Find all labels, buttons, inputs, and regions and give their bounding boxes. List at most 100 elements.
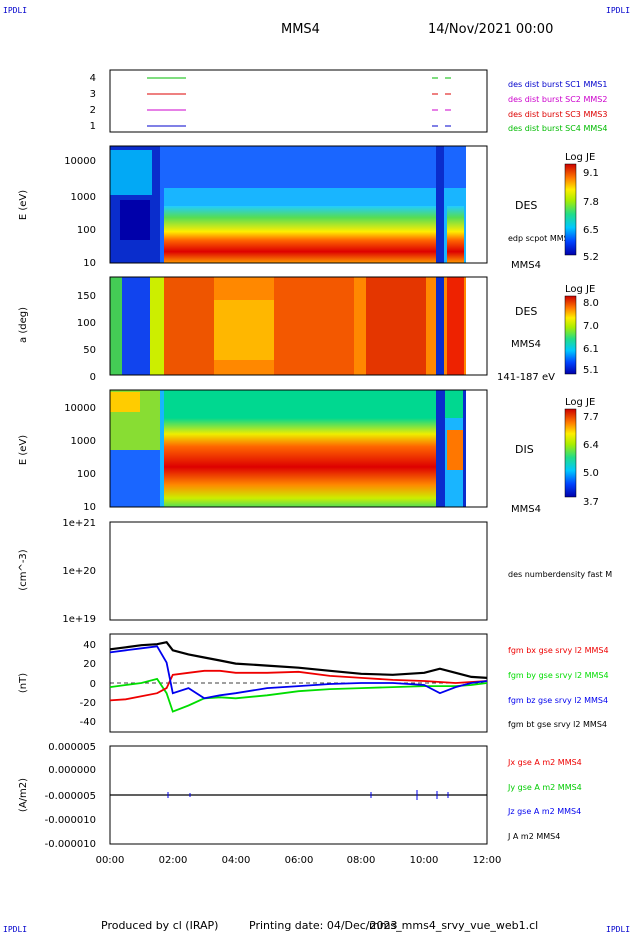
x-tick-0800: 08:00 [347, 855, 376, 866]
dis-energy-ytick-10000: 10000 [64, 403, 96, 414]
dis-energy-colorbar-title: Log JE [565, 397, 595, 408]
density-ytick-2: 1e+20 [62, 566, 96, 577]
dis-energy-frame [109, 389, 488, 508]
magnetic-field-ytick-minus40: -40 [80, 717, 96, 728]
des-energy-ylabel: E (eV) [18, 190, 29, 220]
density-ytick-1: 1e+19 [62, 614, 96, 625]
x-axis: 00:00 02:00 04:00 06:00 08:00 10:00 12:0… [96, 855, 502, 866]
current-density-legend-jz: Jz gse A m2 MMS4 [507, 807, 581, 816]
footer-produced-by: Produced by cl (IRAP) [101, 919, 219, 932]
magnetic-field-legend-bt: fgm bt gse srvy l2 MMS4 [508, 720, 607, 729]
footer-config: mms_mms4_srvy_vue_web1.cl [369, 919, 539, 932]
dis-energy-colorbar-tick-2: 6.4 [583, 440, 599, 451]
x-tick-0000: 00:00 [96, 855, 125, 866]
magnetic-field-line-by [109, 677, 488, 713]
des-energy-spacecraft: MMS4 [511, 260, 541, 271]
footer-printing-date: Printing date: 04/Dec/2023 [249, 919, 398, 932]
des-pitch-colorbar-tick-3: 6.1 [583, 344, 599, 355]
des-pitch-colorbar-tick-4: 5.1 [583, 365, 599, 376]
des-pitch-ytick-150: 150 [77, 291, 96, 302]
availability-frame [109, 69, 488, 133]
current-density-spikes [167, 790, 449, 800]
corner-label-top-right: IPDLI [606, 6, 630, 15]
dis-energy-species: DIS [515, 443, 534, 456]
des-energy-ytick-100: 100 [77, 225, 96, 236]
des-pitch-panel: 0 50 100 150 a (deg) DES MMS4 141-187 eV… [18, 276, 599, 383]
spacecraft-title: MMS4 [281, 22, 320, 37]
magnetic-field-line-bz [109, 645, 488, 700]
availability-legend-2: des dist burst SC2 MMS2 [508, 95, 607, 104]
des-energy-ytick-1000: 1000 [71, 192, 96, 203]
current-density-ytick-3: -0.000005 [45, 791, 96, 802]
des-energy-colorbar-title: Log JE [565, 152, 595, 163]
des-energy-electron-band [164, 206, 442, 263]
magnetic-field-ytick-0: 0 [90, 679, 96, 690]
corner-label-top-left: IPDLI [3, 6, 28, 15]
magnetic-field-line-bt [109, 640, 488, 679]
x-tick-0200: 02:00 [159, 855, 188, 866]
availability-ytick-4: 4 [90, 73, 96, 84]
magnetic-field-ytick-40: 40 [83, 640, 96, 651]
des-energy-colorbar [564, 163, 577, 256]
des-pitch-ytick-0: 0 [90, 372, 96, 383]
current-density-ytick-4: -0.000010 [45, 815, 96, 826]
magnetic-field-legend-bx: fgm bx gse srvy l2 MMS4 [508, 646, 609, 655]
dis-energy-spacecraft: MMS4 [511, 504, 541, 515]
des-energy-colorbar-tick-2: 7.8 [583, 197, 599, 208]
des-pitch-energy-range: 141-187 eV [497, 372, 555, 383]
density-frame [109, 521, 488, 621]
current-density-legend-j: J A m2 MMS4 [507, 832, 560, 841]
density-panel: 1e+19 1e+20 1e+21 (cm^-3) des numberdens… [18, 518, 612, 625]
current-density-legend-jx: Jx gse A m2 MMS4 [507, 758, 582, 767]
current-density-ytick-1: 0.000005 [48, 742, 96, 753]
des-energy-species: DES [515, 199, 537, 212]
des-energy-colorbar-tick-3: 6.5 [583, 225, 599, 236]
magnetic-field-legend-bz: fgm bz gse srvy l2 MMS4 [508, 696, 608, 705]
des-pitch-ylabel: a (deg) [18, 307, 29, 343]
des-energy-frame [109, 145, 488, 264]
availability-tracks [147, 77, 451, 127]
des-pitch-colorbar-title: Log JE [565, 284, 595, 295]
magnetic-field-ytick-20: 20 [83, 659, 96, 670]
current-density-panel: 0.000005 0.000000 -0.000005 -0.000010 -0… [18, 742, 582, 850]
current-density-legend-jy: Jy gse A m2 MMS4 [507, 783, 582, 792]
corner-label-bottom-left: IPDLI [3, 925, 28, 934]
dis-energy-colorbar-tick-4: 3.7 [583, 497, 599, 508]
des-pitch-colorbar-tick-2: 7.0 [583, 321, 599, 332]
density-legend: des numberdensity fast M [508, 570, 612, 579]
dis-energy-ylabel: E (eV) [18, 435, 29, 465]
magnetic-field-ytick-minus20: -20 [80, 698, 96, 709]
des-pitch-ytick-50: 50 [83, 345, 96, 356]
availability-ytick-2: 2 [90, 105, 96, 116]
des-pitch-spacecraft: MMS4 [511, 339, 541, 350]
availability-ytick-3: 3 [90, 89, 96, 100]
dis-energy-colorbar-tick-1: 7.7 [583, 412, 599, 423]
magnetic-field-line-bx [109, 669, 488, 702]
magnetic-field-panel: 40 20 0 -20 -40 (nT) fgm bx gse srvy l2 … [18, 633, 609, 733]
dis-energy-ytick-10: 10 [83, 502, 96, 513]
dis-energy-ytick-100: 100 [77, 469, 96, 480]
date-title: 14/Nov/2021 00:00 [428, 22, 554, 37]
dis-energy-ion-band [164, 418, 436, 507]
dis-energy-ytick-1000: 1000 [71, 436, 96, 447]
current-density-ytick-5: -0.000010 [45, 839, 96, 850]
availability-ytick-1: 1 [90, 121, 96, 132]
dis-energy-colorbar [564, 408, 577, 498]
x-tick-1000: 10:00 [410, 855, 439, 866]
des-energy-colorbar-tick-1: 9.1 [583, 168, 599, 179]
availability-legend-4: des dist burst SC4 MMS4 [508, 124, 607, 133]
availability-legend-1: des dist burst SC1 MMS1 [508, 80, 607, 89]
des-energy-panel: 10 100 1000 10000 E (eV) DES edp scpot M… [18, 145, 599, 271]
magnetic-field-series [109, 640, 488, 713]
density-ytick-3: 1e+21 [62, 518, 96, 529]
current-density-ytick-2: 0.000000 [48, 765, 96, 776]
availability-legend-3: des dist burst SC3 MMS3 [508, 110, 607, 119]
des-pitch-colorbar [564, 295, 577, 375]
des-energy-ytick-10000: 10000 [64, 156, 96, 167]
magnetic-field-ylabel: (nT) [18, 673, 29, 693]
density-ylabel: (cm^-3) [18, 549, 29, 590]
des-pitch-frame [109, 276, 488, 376]
des-energy-colorbar-tick-4: 5.2 [583, 252, 599, 263]
dis-energy-panel: 10 100 1000 10000 E (eV) DIS MMS4 Log JE… [18, 389, 599, 515]
